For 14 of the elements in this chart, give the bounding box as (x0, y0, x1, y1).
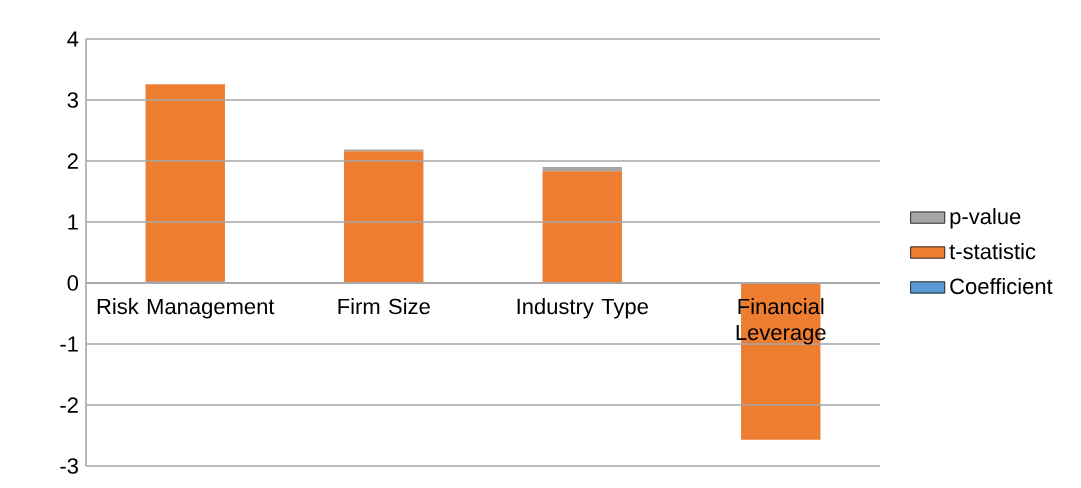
x-tick-label: Risk Management (97, 298, 275, 319)
y-tick-label: -1 (60, 336, 78, 352)
y-tick-label: 1 (68, 214, 78, 230)
y-tick-label: 2 (67, 153, 78, 169)
legend-label: Coefficient (950, 277, 1053, 295)
x-tick-label: Industry Type (517, 298, 648, 319)
x-tick-label: Firm Size (338, 298, 430, 315)
y-tick-label: -2 (60, 397, 78, 413)
y-tick-label: -3 (60, 458, 78, 474)
y-tick-label: 4 (67, 31, 79, 47)
y-tick-label: 3 (67, 92, 78, 108)
y-tick-label: 0 (67, 275, 79, 291)
legend-label: p-value (950, 208, 1021, 229)
legend-label: t-statistic (949, 243, 1036, 260)
